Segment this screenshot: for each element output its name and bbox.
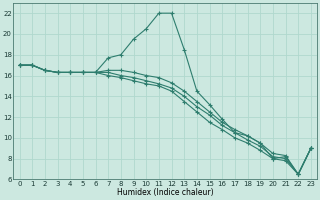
X-axis label: Humidex (Indice chaleur): Humidex (Indice chaleur)	[117, 188, 213, 197]
